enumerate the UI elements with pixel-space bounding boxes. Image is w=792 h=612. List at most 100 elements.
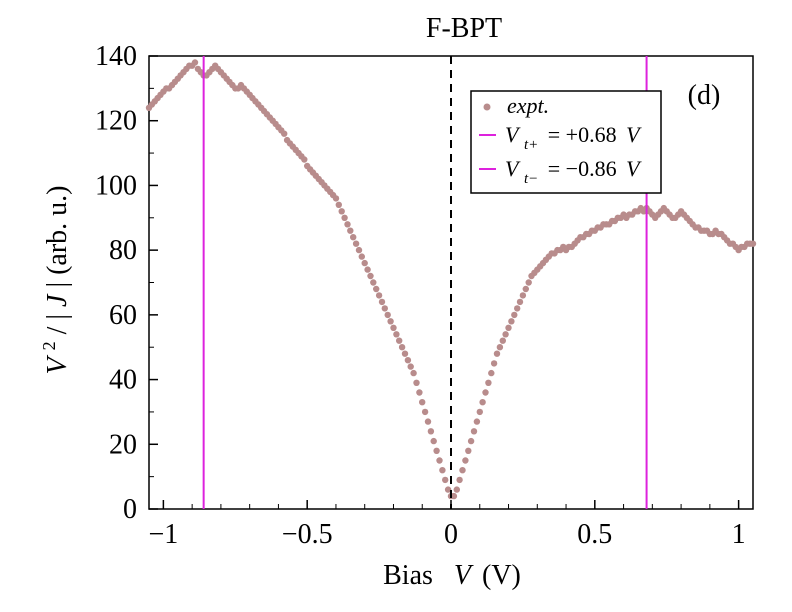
data-point bbox=[387, 318, 394, 325]
data-point bbox=[335, 201, 342, 208]
y-tick-label: 20 bbox=[109, 429, 137, 460]
data-point bbox=[344, 221, 351, 228]
data-point bbox=[525, 279, 532, 286]
data-point bbox=[476, 408, 483, 416]
data-point bbox=[332, 195, 340, 202]
axis-ticks: −1 −0.5 0 0.5 1 0 20 40 60 80 100 120 140 bbox=[95, 41, 746, 550]
data-point bbox=[301, 156, 308, 163]
legend-vt-minus-sub: t− bbox=[524, 171, 538, 187]
data-point bbox=[401, 350, 409, 357]
data-point bbox=[427, 428, 435, 435]
legend-vt-minus-value: = −0.86 bbox=[548, 156, 617, 181]
data-point bbox=[350, 234, 357, 241]
data-point bbox=[450, 492, 458, 500]
legend-box bbox=[470, 90, 662, 194]
data-point bbox=[462, 457, 469, 464]
y-tick-label: 140 bbox=[95, 41, 137, 72]
legend-vt-plus-value: = +0.68 bbox=[548, 122, 617, 147]
data-point bbox=[424, 418, 432, 425]
y-axis-title-slash: / | bbox=[42, 314, 73, 334]
data-point bbox=[493, 350, 501, 357]
y-axis-title-sup: 2 bbox=[39, 341, 59, 350]
data-point bbox=[358, 253, 365, 260]
y-axis-title-v: V bbox=[42, 354, 73, 374]
x-axis-title-var: V bbox=[454, 560, 474, 591]
x-axis-title-unit: (V) bbox=[482, 560, 521, 591]
y-tick-label: 100 bbox=[95, 170, 137, 201]
data-point bbox=[364, 266, 371, 273]
y-tick-label: 40 bbox=[109, 365, 137, 396]
data-point bbox=[416, 389, 423, 396]
legend-label-expt: expt. bbox=[507, 93, 549, 118]
y-tick-label: 0 bbox=[123, 494, 137, 525]
data-point bbox=[375, 292, 383, 299]
legend-label-vt-plus: V t+ = +0.68 V bbox=[505, 122, 642, 154]
data-point bbox=[398, 344, 406, 351]
data-point bbox=[361, 259, 368, 267]
data-point bbox=[373, 285, 380, 293]
data-point bbox=[508, 318, 515, 325]
data-point bbox=[352, 240, 360, 247]
panel-label: (d) bbox=[688, 80, 721, 111]
x-tick-label: −1 bbox=[148, 519, 178, 550]
legend-marker-expt bbox=[483, 103, 491, 111]
legend: expt. V t+ = +0.68 V V t− = −0.86 V bbox=[470, 90, 662, 194]
data-point bbox=[419, 399, 426, 406]
data-point bbox=[473, 418, 481, 425]
data-point bbox=[459, 467, 466, 474]
data-point bbox=[396, 337, 403, 344]
data-point bbox=[281, 130, 288, 137]
data-point bbox=[436, 457, 443, 464]
data-point bbox=[467, 437, 475, 445]
x-tick-label: 1 bbox=[732, 519, 746, 550]
data-point bbox=[502, 331, 509, 338]
data-point bbox=[522, 285, 529, 293]
data-point bbox=[479, 399, 486, 406]
data-point bbox=[384, 311, 391, 319]
legend-vt-plus-unit: V bbox=[626, 122, 642, 147]
data-point bbox=[499, 337, 506, 344]
data-point bbox=[407, 363, 414, 370]
data-point bbox=[338, 208, 345, 215]
x-tick-label: 0 bbox=[444, 519, 458, 550]
data-point bbox=[442, 476, 449, 484]
data-point bbox=[430, 437, 437, 445]
data-point bbox=[470, 428, 478, 435]
data-point bbox=[490, 360, 498, 367]
legend-vt-minus-unit: V bbox=[626, 156, 642, 181]
data-point bbox=[488, 369, 495, 377]
data-point bbox=[749, 240, 757, 247]
x-tick-label: −0.5 bbox=[282, 519, 333, 550]
data-point bbox=[413, 379, 420, 386]
x-axis-title: Bias V (V) bbox=[383, 560, 521, 591]
data-points bbox=[145, 59, 757, 500]
data-point bbox=[511, 311, 518, 319]
data-point bbox=[519, 292, 527, 299]
chart-title: F-BPT bbox=[426, 13, 502, 44]
legend-vt-minus-v: V bbox=[505, 156, 521, 181]
data-point bbox=[433, 447, 440, 454]
data-point bbox=[410, 369, 417, 377]
data-point bbox=[516, 298, 524, 306]
data-point bbox=[404, 357, 412, 364]
data-point bbox=[505, 324, 512, 331]
data-point bbox=[191, 59, 199, 66]
data-point bbox=[444, 486, 452, 493]
data-point bbox=[367, 272, 374, 280]
data-point bbox=[393, 331, 400, 338]
legend-label-vt-minus: V t− = −0.86 V bbox=[505, 156, 642, 188]
y-tick-label: 120 bbox=[95, 106, 137, 137]
data-point bbox=[355, 246, 363, 254]
data-point bbox=[347, 227, 354, 234]
data-point bbox=[482, 389, 489, 396]
data-point bbox=[370, 279, 377, 286]
y-tick-label: 80 bbox=[109, 235, 137, 266]
y-axis-title: V 2 / | J | (arb. u.) bbox=[31, 186, 73, 375]
data-point bbox=[341, 214, 348, 221]
data-point bbox=[453, 486, 460, 493]
y-axis-title-j: J bbox=[42, 293, 73, 307]
legend-vt-plus-sub: t+ bbox=[524, 137, 538, 153]
data-point bbox=[378, 298, 386, 306]
data-point bbox=[496, 344, 504, 351]
